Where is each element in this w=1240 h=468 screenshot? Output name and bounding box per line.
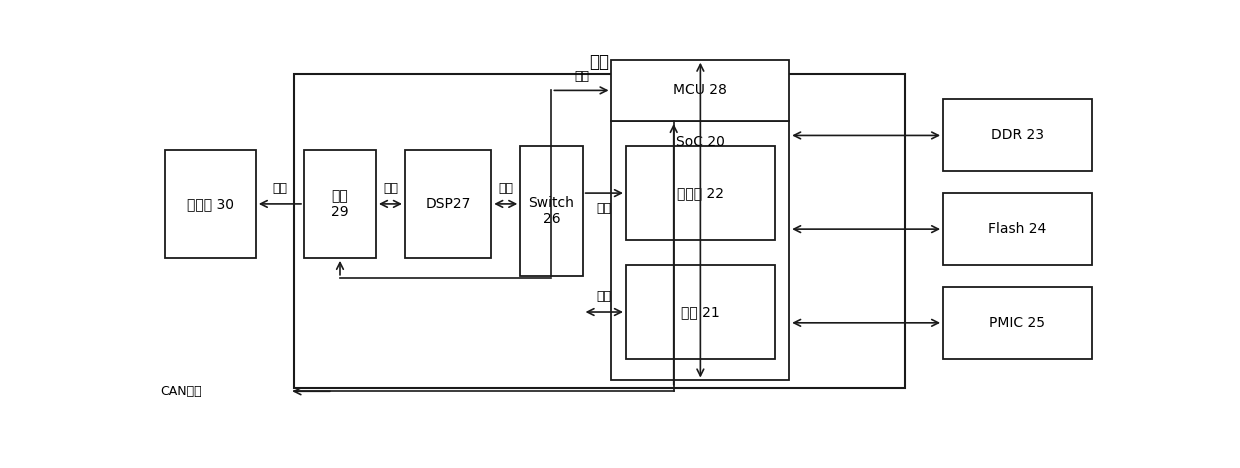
Bar	[626, 265, 775, 359]
Bar	[294, 74, 905, 388]
Bar	[942, 287, 1092, 359]
Text: 扬声器 30: 扬声器 30	[187, 197, 234, 211]
Text: Flash 24: Flash 24	[988, 222, 1047, 236]
Bar	[942, 193, 1092, 265]
Bar	[521, 146, 583, 276]
Bar	[404, 150, 491, 258]
Text: DSP27: DSP27	[425, 197, 471, 211]
Text: 音频: 音频	[273, 182, 288, 195]
Text: 串口: 串口	[574, 70, 589, 83]
Text: CAN信号: CAN信号	[160, 385, 201, 398]
Text: 串口: 串口	[498, 182, 513, 195]
Text: DDR 23: DDR 23	[991, 128, 1044, 142]
Text: PMIC 25: PMIC 25	[990, 316, 1045, 330]
Text: Switch
26: Switch 26	[528, 196, 574, 226]
Bar	[165, 150, 255, 258]
Text: 人核 21: 人核 21	[681, 305, 719, 319]
Text: SoC 20: SoC 20	[676, 135, 725, 149]
Text: MCU 28: MCU 28	[673, 83, 728, 97]
Bar	[611, 60, 789, 121]
Bar	[942, 99, 1092, 171]
Bar	[611, 121, 789, 380]
Text: 车机: 车机	[589, 52, 610, 71]
Text: 串口: 串口	[596, 290, 611, 303]
Text: 音频: 音频	[383, 182, 398, 195]
Bar	[626, 146, 775, 240]
Bar	[304, 150, 376, 258]
Text: 串口: 串口	[596, 202, 611, 215]
Text: 功放
29: 功放 29	[331, 189, 348, 219]
Text: 微内核 22: 微内核 22	[677, 186, 724, 200]
